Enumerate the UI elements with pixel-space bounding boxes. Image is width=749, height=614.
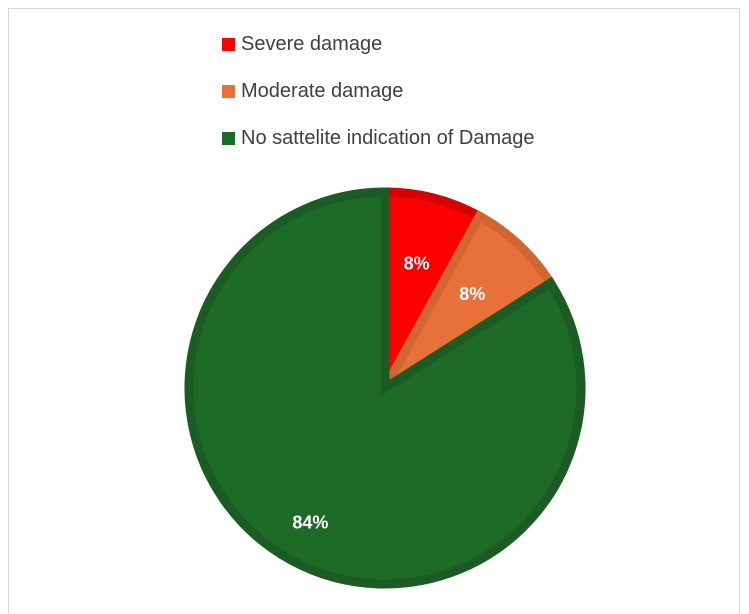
chart-legend: Severe damage Moderate damage No satteli… (222, 32, 535, 173)
slice-label-no-damage: 84% (292, 512, 328, 532)
legend-swatch-severe (222, 37, 235, 51)
legend-item-no-damage: No sattelite indication of Damage (222, 126, 535, 150)
legend-swatch-no-damage (222, 131, 235, 145)
pie-slices (184, 187, 586, 589)
pie-labels: 8% 8% 84% (292, 253, 485, 532)
legend-label-moderate: Moderate damage (241, 79, 404, 102)
slice-label-moderate: 8% (459, 284, 485, 304)
legend-swatch-moderate (222, 84, 235, 98)
legend-item-severe: Severe damage (222, 32, 535, 56)
legend-label-severe: Severe damage (241, 32, 383, 55)
legend-label-no-damage: No sattelite indication of Damage (241, 126, 535, 149)
pie-slice-no-damage (184, 187, 586, 589)
slice-label-severe: 8% (404, 253, 430, 273)
legend-item-moderate: Moderate damage (222, 79, 535, 103)
chart-area (8, 8, 740, 614)
